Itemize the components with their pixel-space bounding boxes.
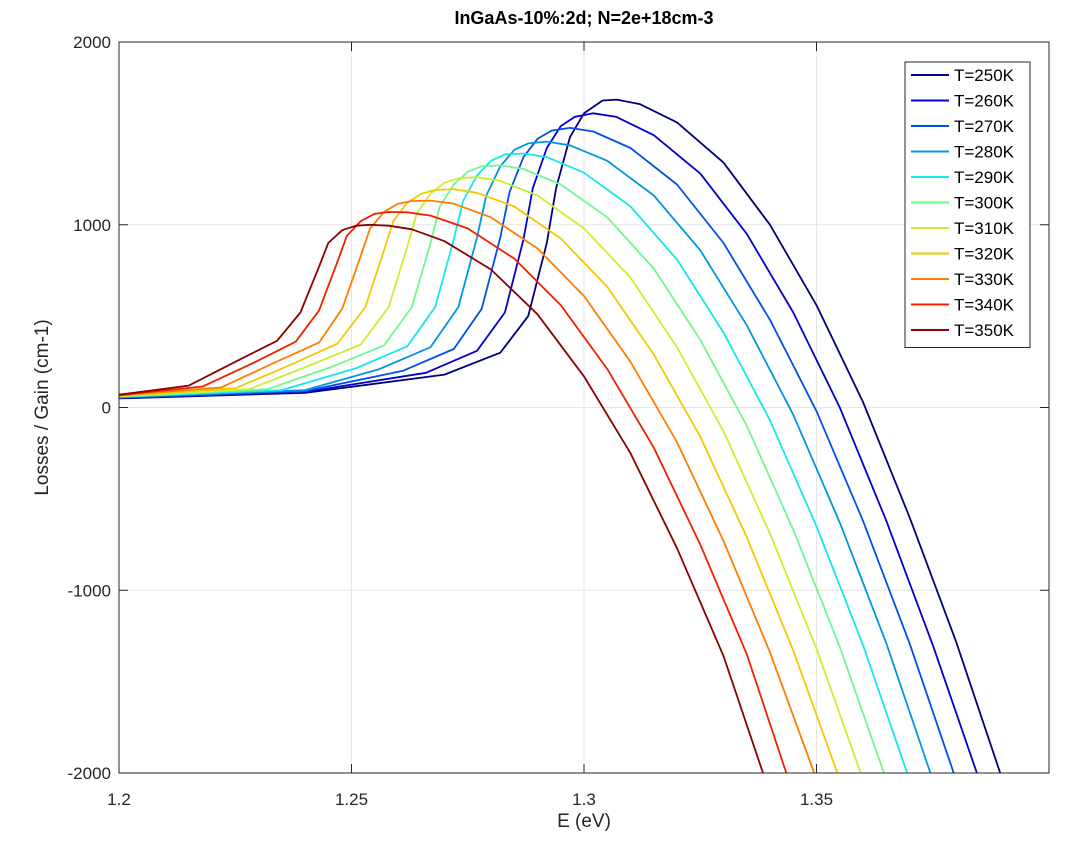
series-line-t-320k: [118, 188, 839, 774]
series-line-t-250k: [118, 98, 1002, 774]
legend-label: T=260K: [954, 92, 1015, 111]
axis-ticks: 1.2 1.25 1.3 1.35 -2000 -1000 0 1000 2000: [68, 33, 1049, 809]
y-tick-label: 0: [102, 399, 111, 418]
legend-label: T=320K: [954, 245, 1015, 264]
legend-label: T=330K: [954, 270, 1015, 289]
x-tick-label: 1.3: [572, 790, 596, 809]
y-axis-label: Losses / Gain (cm-1): [32, 319, 53, 495]
x-tick-label: 1.25: [335, 790, 368, 809]
series-line-t-330k: [118, 199, 816, 774]
legend-label: T=350K: [954, 321, 1015, 340]
legend-label: T=310K: [954, 219, 1015, 238]
legend-label: T=250K: [954, 66, 1015, 85]
series-line-t-350k: [118, 223, 764, 774]
legend-label: T=340K: [954, 296, 1015, 315]
series-line-t-310k: [118, 176, 862, 774]
legend-label: T=300K: [954, 194, 1015, 213]
legend-box: [904, 61, 1031, 348]
y-tick-label: -2000: [68, 764, 111, 783]
chart-title: InGaAs-10%:2d; N=2e+18cm-3: [454, 8, 713, 28]
legend-label: T=280K: [954, 143, 1015, 162]
x-axis-label: E (eV): [557, 811, 611, 832]
legend: T=250K T=260K T=270K T=280K T=290K T=300K T=31…: [904, 61, 1031, 348]
series-line-t-300k: [118, 164, 885, 774]
y-tick-label: 1000: [73, 216, 111, 235]
legend-label: T=290K: [954, 168, 1015, 187]
series-lines: [118, 98, 1002, 774]
series-line-t-260k: [118, 112, 978, 774]
series-line-t-280k: [118, 140, 932, 774]
x-tick-label: 1.35: [800, 790, 833, 809]
series-line-t-340k: [118, 211, 788, 774]
series-line-t-290k: [118, 152, 909, 774]
series-line-t-270k: [118, 127, 955, 774]
y-tick-label: -1000: [68, 581, 111, 600]
x-tick-label: 1.2: [107, 790, 131, 809]
y-tick-label: 2000: [73, 33, 111, 52]
legend-label: T=270K: [954, 117, 1015, 136]
